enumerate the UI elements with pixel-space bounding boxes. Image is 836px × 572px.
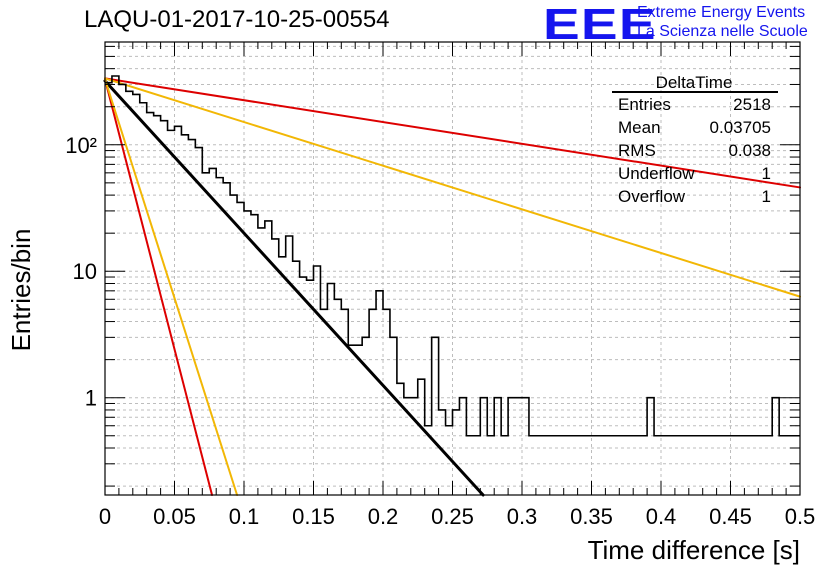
x-axis-label: Time difference [s] [587, 535, 800, 565]
stats-label: Overflow [618, 187, 686, 206]
stats-label: Entries [618, 95, 671, 114]
x-tick-label: 0.5 [785, 504, 816, 529]
stats-label: Mean [618, 118, 661, 137]
x-tick-label: 0.45 [709, 504, 752, 529]
curve-red-steep [104, 78, 214, 496]
x-tick-label: 0 [99, 504, 111, 529]
x-tick-label: 0.2 [368, 504, 399, 529]
stats-title: DeltaTime [656, 73, 733, 92]
x-tick-label: 0.35 [570, 504, 613, 529]
y-tick-label: 1 [85, 386, 97, 411]
x-tick-label: 0.4 [646, 504, 677, 529]
stats-label: Underflow [618, 164, 695, 183]
eee-logo-mark: EEE [543, 0, 657, 49]
histogram-outline [105, 75, 800, 437]
curve-fit [103, 79, 485, 497]
x-tick-label: 0.25 [431, 504, 474, 529]
logo-line-1: Extreme Energy Events [637, 4, 806, 21]
curve-red-shallow [104, 77, 801, 189]
curve-orange-shallow [104, 77, 801, 298]
y-axis-label: Entries/bin [6, 228, 36, 352]
curve-orange-steep [104, 78, 239, 496]
y-tick-label: 10 [73, 259, 97, 284]
chart-title: LAQU-01-2017-10-25-00554 [84, 6, 390, 33]
x-tick-label: 0.15 [292, 504, 335, 529]
y-tick-label: 10² [65, 133, 97, 158]
stats-box: DeltaTime Entries 2518 Mean 0.03705 RMS 0.038 U… [612, 73, 778, 206]
stats-value: 0.038 [728, 141, 771, 160]
x-tick-label: 0.05 [153, 504, 196, 529]
stats-label: RMS [618, 141, 656, 160]
stats-value: 0.03705 [710, 118, 771, 137]
logo-line-2: La Scienza nelle Scuole [637, 23, 808, 40]
stats-value: 1 [762, 187, 771, 206]
x-tick-label: 0.1 [229, 504, 260, 529]
x-tick-label: 0.3 [507, 504, 538, 529]
stats-value: 1 [762, 164, 771, 183]
stats-value: 2518 [733, 95, 771, 114]
